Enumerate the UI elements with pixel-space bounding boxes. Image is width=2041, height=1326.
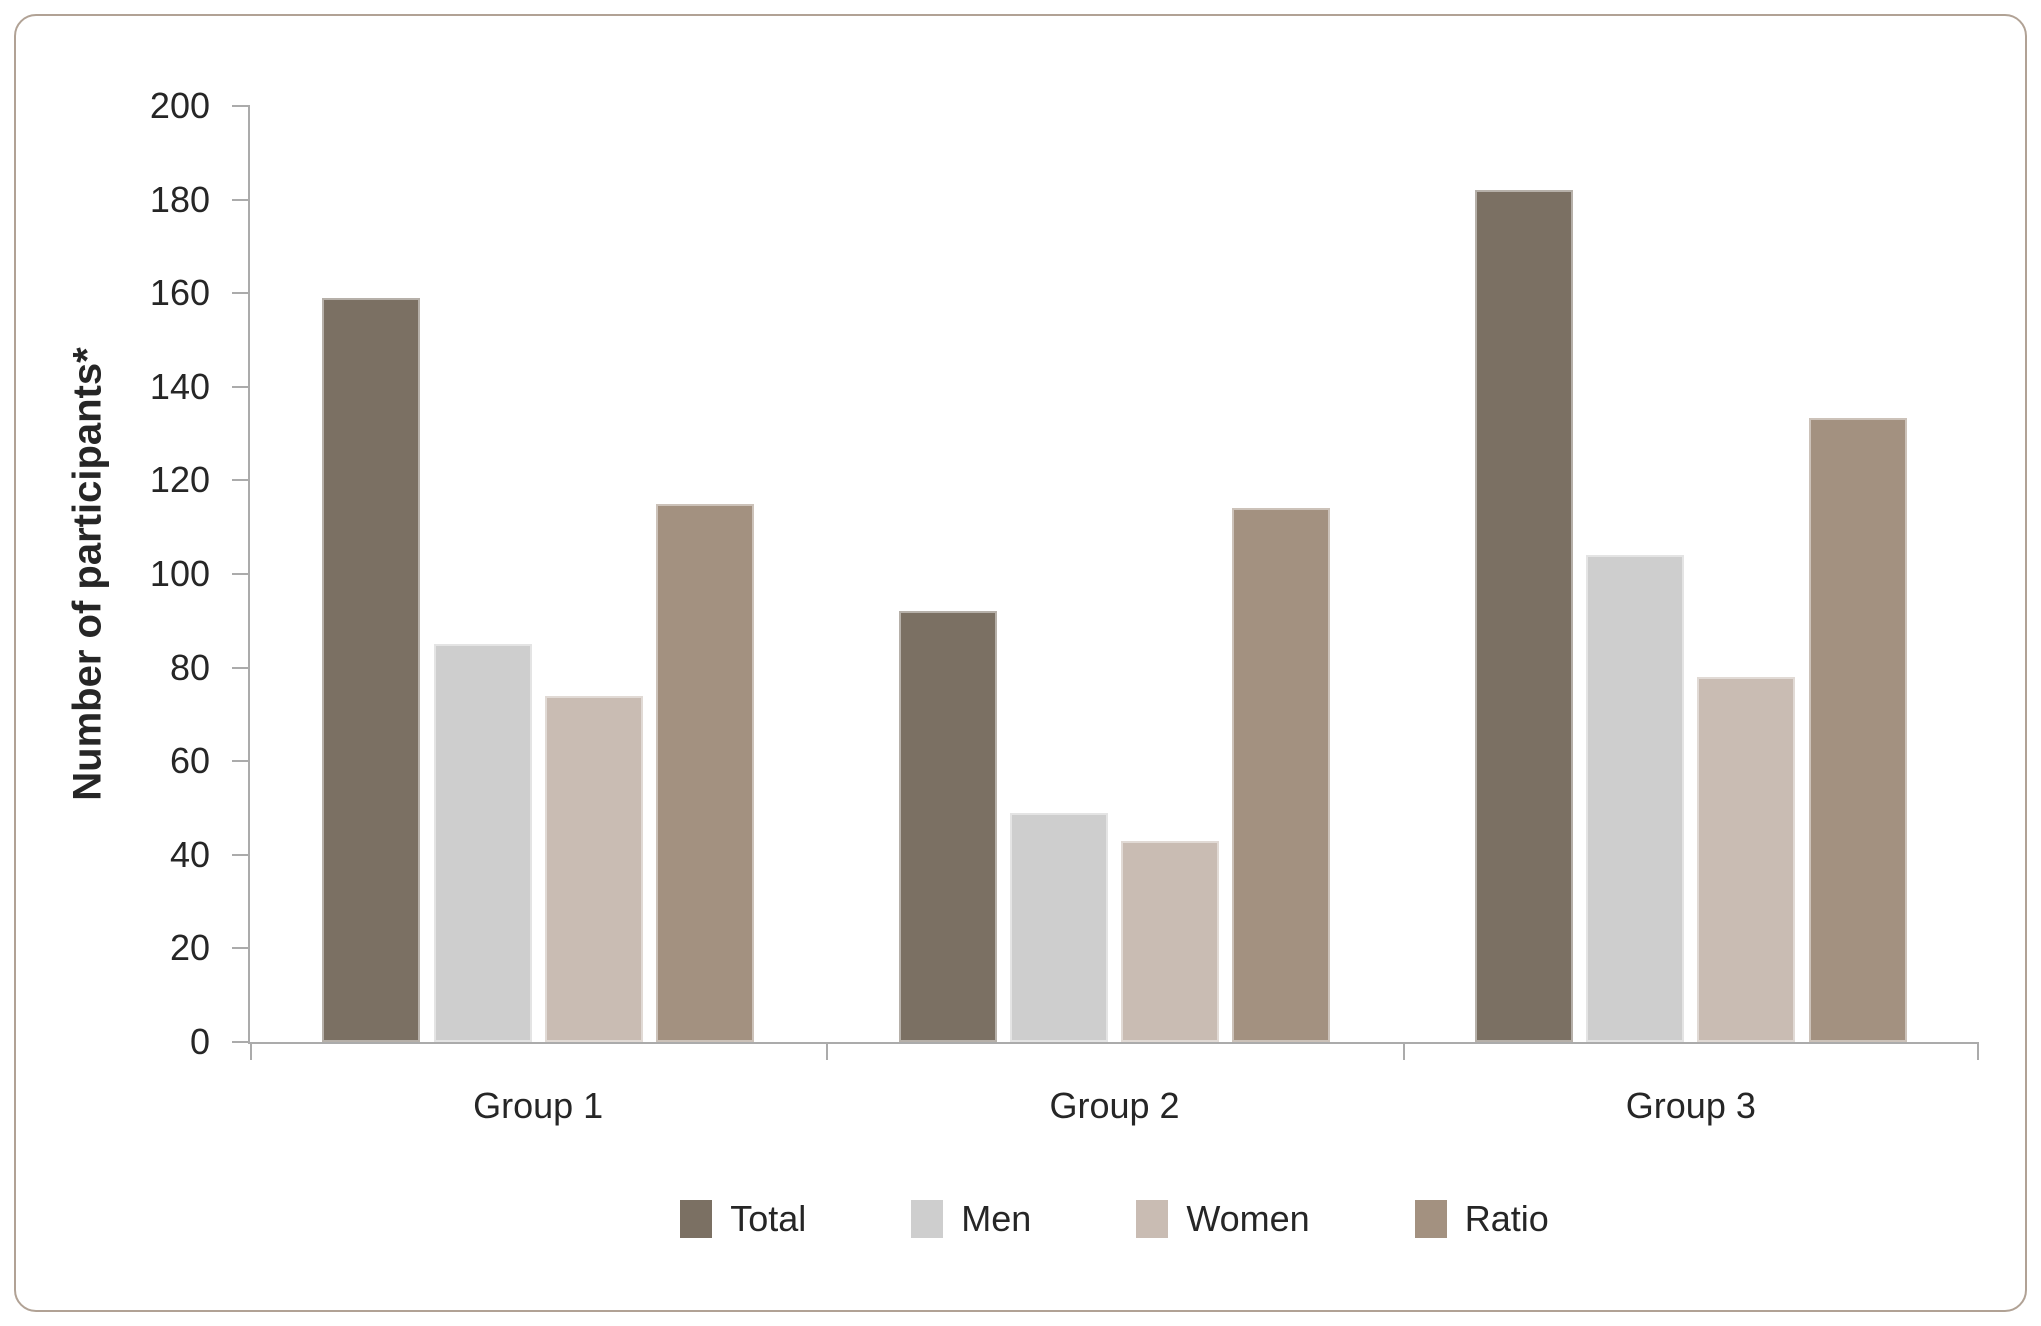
x-boundary-tick <box>1977 1044 1979 1060</box>
y-tick-mark <box>232 198 250 201</box>
y-tick-mark <box>232 292 250 295</box>
legend-label-women: Women <box>1186 1198 1310 1239</box>
category-label-1: Group 1 <box>473 1085 604 1126</box>
plot-area: 0 20 40 60 80 100 120 140 160 180 200 <box>150 85 1979 1062</box>
bar-men-group-2 <box>1009 812 1108 1042</box>
bar-total-group-3 <box>1474 190 1573 1042</box>
y-tick-mark <box>232 666 250 669</box>
legend-swatch-total <box>680 1200 713 1238</box>
bar-women-group-3 <box>1697 676 1796 1042</box>
legend-item-men: Men <box>911 1198 1031 1240</box>
y-tick-label-160: 160 <box>149 272 210 314</box>
bar-ratio-group-2 <box>1232 508 1331 1042</box>
y-tick-label-0: 0 <box>189 1021 210 1062</box>
y-tick-label-180: 180 <box>149 178 210 220</box>
y-tick-label-40: 40 <box>169 833 210 875</box>
legend-item-ratio: Ratio <box>1414 1198 1549 1240</box>
y-tick-label-100: 100 <box>149 553 210 594</box>
legend: Total Men Women Ratio <box>250 1198 1979 1240</box>
bar-men-group-3 <box>1586 555 1685 1042</box>
category-label-3: Group 3 <box>1625 1085 1756 1126</box>
y-tick-mark <box>232 573 250 575</box>
legend-label-ratio: Ratio <box>1464 1198 1549 1239</box>
y-tick-mark <box>232 947 250 950</box>
y-tick-label-60: 60 <box>169 740 210 782</box>
bar-women-group-1 <box>544 695 643 1042</box>
x-axis-line <box>248 1042 1979 1044</box>
y-tick-label-200: 200 <box>149 85 210 126</box>
legend-label-total: Total <box>730 1198 807 1239</box>
legend-label-men: Men <box>961 1198 1032 1239</box>
y-tick-label-20: 20 <box>169 927 210 969</box>
legend-swatch-ratio <box>1414 1200 1447 1238</box>
x-boundary-tick <box>1402 1044 1405 1060</box>
bar-women-group-2 <box>1121 840 1220 1042</box>
y-tick-mark <box>232 385 250 388</box>
y-tick-label-140: 140 <box>149 365 210 407</box>
y-tick-mark <box>232 760 250 763</box>
legend-item-women: Women <box>1136 1198 1310 1240</box>
bar-total-group-2 <box>898 611 997 1042</box>
y-tick-mark <box>232 105 250 107</box>
x-boundary-tick <box>826 1044 829 1060</box>
bar-men-group-1 <box>433 644 532 1042</box>
y-tick-mark <box>232 479 250 482</box>
y-tick-mark <box>232 853 250 856</box>
y-tick-label-120: 120 <box>149 459 210 501</box>
y-tick-label-80: 80 <box>169 646 210 688</box>
bar-ratio-group-1 <box>656 503 755 1042</box>
bar-ratio-group-3 <box>1808 418 1907 1042</box>
legend-swatch-women <box>1136 1200 1169 1238</box>
legend-item-total: Total <box>680 1198 806 1240</box>
category-label-2: Group 2 <box>1049 1085 1180 1126</box>
x-axis-category-labels: Group 1 Group 2 Group 3 <box>250 1085 1979 1131</box>
x-boundary-tick <box>250 1044 252 1060</box>
bar-total-group-1 <box>322 297 421 1042</box>
y-tick-mark <box>232 1041 250 1043</box>
legend-swatch-men <box>911 1200 944 1238</box>
